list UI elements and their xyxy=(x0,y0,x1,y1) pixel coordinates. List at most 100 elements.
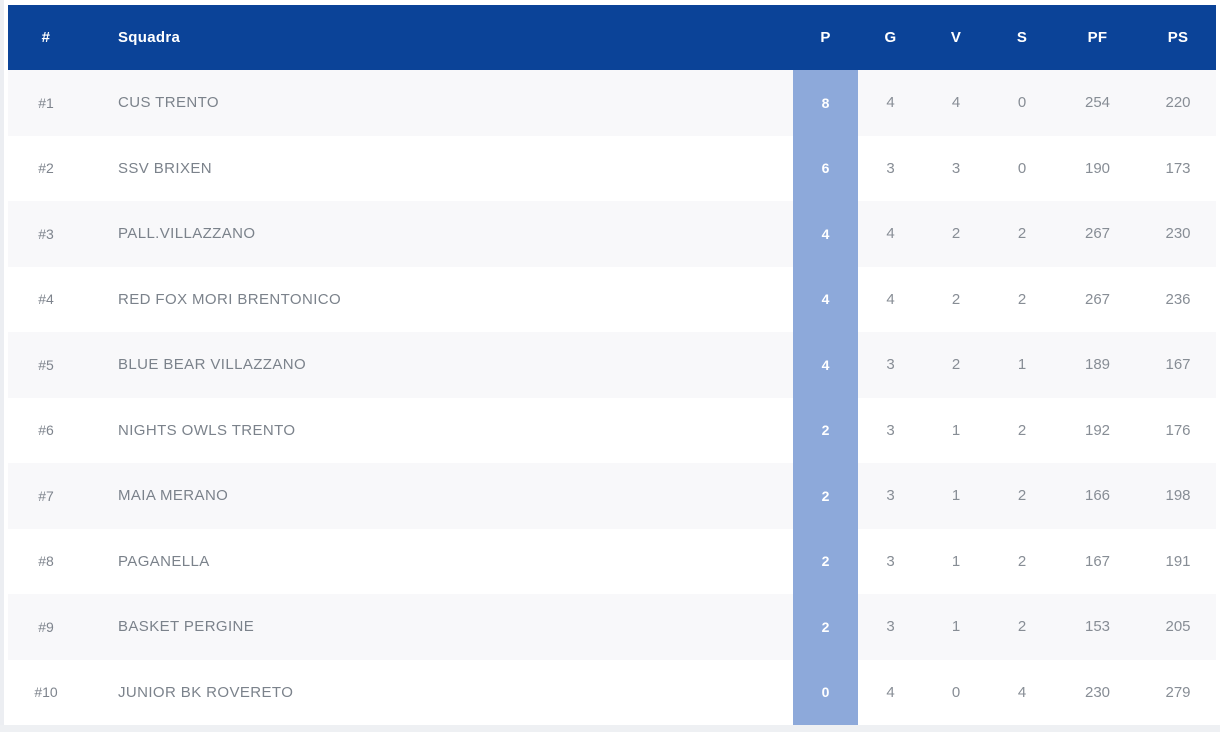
points-for-cell: 190 xyxy=(1084,159,1111,177)
games-cell: 3 xyxy=(886,421,895,439)
rank-cell: #2 xyxy=(38,160,54,177)
team-name-cell: SSV BRIXEN xyxy=(118,159,213,177)
losses-cell: 2 xyxy=(1017,421,1027,439)
losses-cell: 0 xyxy=(1017,94,1027,112)
wins-cell: 2 xyxy=(951,290,961,308)
team-name-cell: PAGANELLA xyxy=(118,552,210,570)
points-against-cell: 167 xyxy=(1165,356,1191,374)
rank-cell: #1 xyxy=(38,94,54,111)
column-header-points-against: PS xyxy=(1167,29,1189,46)
wins-cell: 1 xyxy=(951,487,961,505)
points-against-cell: 205 xyxy=(1165,618,1191,636)
rank-cell: #4 xyxy=(38,291,54,308)
points-cell: 4 xyxy=(793,201,858,267)
wins-cell: 1 xyxy=(951,421,961,439)
losses-cell: 2 xyxy=(1017,487,1027,505)
table-header-row: # Squadra P G V S PF PS xyxy=(8,5,1216,70)
table-row[interactable]: #7 MAIA MERANO 2 3 1 2 166 198 xyxy=(8,463,1216,529)
page-bottom-strip xyxy=(0,725,1220,732)
table-row[interactable]: #6 NIGHTS OWLS TRENTO 2 3 1 2 192 176 xyxy=(8,397,1216,463)
table-row[interactable]: #8 PAGANELLA 2 3 1 2 167 191 xyxy=(8,528,1216,594)
points-for-cell: 254 xyxy=(1084,94,1111,112)
standings-table: # Squadra P G V S PF PS #1 CUS TRENTO 8 … xyxy=(8,5,1216,725)
team-name-cell: RED FOX MORI BRENTONICO xyxy=(118,290,342,308)
losses-cell: 2 xyxy=(1017,618,1027,636)
points-for-cell: 192 xyxy=(1084,421,1111,439)
losses-cell: 2 xyxy=(1017,225,1027,243)
rank-cell: #9 xyxy=(38,618,54,635)
table-row[interactable]: #9 BASKET PERGINE 2 3 1 2 153 205 xyxy=(8,594,1216,660)
points-against-cell: 279 xyxy=(1165,683,1191,701)
points-cell: 2 xyxy=(793,463,858,529)
table-body: #1 CUS TRENTO 8 4 4 0 254 220 #2 SSV BRI… xyxy=(8,70,1216,725)
losses-cell: 2 xyxy=(1017,552,1027,570)
table-row[interactable]: #1 CUS TRENTO 8 4 4 0 254 220 xyxy=(8,70,1216,136)
games-cell: 4 xyxy=(886,94,895,112)
table-row[interactable]: #10 JUNIOR BK ROVERETO 0 4 0 4 230 279 xyxy=(8,659,1216,725)
losses-cell: 0 xyxy=(1017,159,1027,177)
wins-cell: 2 xyxy=(951,356,961,374)
games-cell: 3 xyxy=(886,159,895,177)
points-against-cell: 176 xyxy=(1165,421,1191,439)
team-name-cell: MAIA MERANO xyxy=(118,487,229,505)
losses-cell: 4 xyxy=(1017,683,1027,701)
points-cell: 2 xyxy=(793,594,858,660)
rank-cell: #7 xyxy=(38,487,54,504)
points-against-cell: 220 xyxy=(1165,94,1191,112)
rank-cell: #10 xyxy=(34,684,58,701)
column-header-squadra: Squadra xyxy=(118,29,181,46)
points-for-cell: 153 xyxy=(1084,618,1111,636)
rank-cell: #6 xyxy=(38,422,54,439)
points-against-cell: 173 xyxy=(1165,159,1191,177)
games-cell: 4 xyxy=(886,683,895,701)
points-cell: 4 xyxy=(793,266,858,332)
column-header-rank: # xyxy=(41,29,51,46)
points-for-cell: 167 xyxy=(1084,552,1111,570)
wins-cell: 4 xyxy=(951,94,961,112)
points-cell: 6 xyxy=(793,135,858,201)
table-row[interactable]: #3 PALL.VILLAZZANO 4 4 2 2 267 230 xyxy=(8,201,1216,267)
column-header-losses: S xyxy=(1016,29,1028,46)
team-name-cell: CUS TRENTO xyxy=(118,94,219,112)
column-header-games: G xyxy=(884,29,897,46)
column-header-points-for: PF xyxy=(1087,29,1108,46)
wins-cell: 1 xyxy=(951,618,961,636)
points-cell: 2 xyxy=(793,397,858,463)
points-for-cell: 267 xyxy=(1084,225,1111,243)
points-for-cell: 189 xyxy=(1084,356,1111,374)
team-name-cell: JUNIOR BK ROVERETO xyxy=(118,683,294,701)
games-cell: 4 xyxy=(886,290,895,308)
page-left-gutter xyxy=(0,0,4,732)
team-name-cell: PALL.VILLAZZANO xyxy=(118,225,256,243)
rank-cell: #3 xyxy=(38,225,54,242)
games-cell: 3 xyxy=(886,487,895,505)
table-row[interactable]: #5 BLUE BEAR VILLAZZANO 4 3 2 1 189 167 xyxy=(8,332,1216,398)
team-name-cell: NIGHTS OWLS TRENTO xyxy=(118,421,296,439)
table-row[interactable]: #2 SSV BRIXEN 6 3 3 0 190 173 xyxy=(8,135,1216,201)
points-for-cell: 267 xyxy=(1084,290,1111,308)
column-header-points: P xyxy=(820,29,831,46)
table-row[interactable]: #4 RED FOX MORI BRENTONICO 4 4 2 2 267 2… xyxy=(8,266,1216,332)
points-for-cell: 166 xyxy=(1084,487,1111,505)
rank-cell: #8 xyxy=(38,553,54,570)
points-cell: 4 xyxy=(793,332,858,398)
points-cell: 8 xyxy=(793,70,858,136)
games-cell: 4 xyxy=(886,225,895,243)
wins-cell: 1 xyxy=(951,552,961,570)
wins-cell: 3 xyxy=(951,159,961,177)
wins-cell: 0 xyxy=(951,683,961,701)
points-for-cell: 230 xyxy=(1084,683,1111,701)
games-cell: 3 xyxy=(886,356,895,374)
rank-cell: #5 xyxy=(38,356,54,373)
team-name-cell: BASKET PERGINE xyxy=(118,618,255,636)
points-against-cell: 230 xyxy=(1165,225,1191,243)
games-cell: 3 xyxy=(886,618,895,636)
team-name-cell: BLUE BEAR VILLAZZANO xyxy=(118,356,307,374)
points-cell: 2 xyxy=(793,528,858,594)
points-cell: 0 xyxy=(793,659,858,725)
wins-cell: 2 xyxy=(951,225,961,243)
points-against-cell: 198 xyxy=(1165,487,1191,505)
column-header-wins: V xyxy=(950,29,962,46)
losses-cell: 1 xyxy=(1017,356,1027,374)
